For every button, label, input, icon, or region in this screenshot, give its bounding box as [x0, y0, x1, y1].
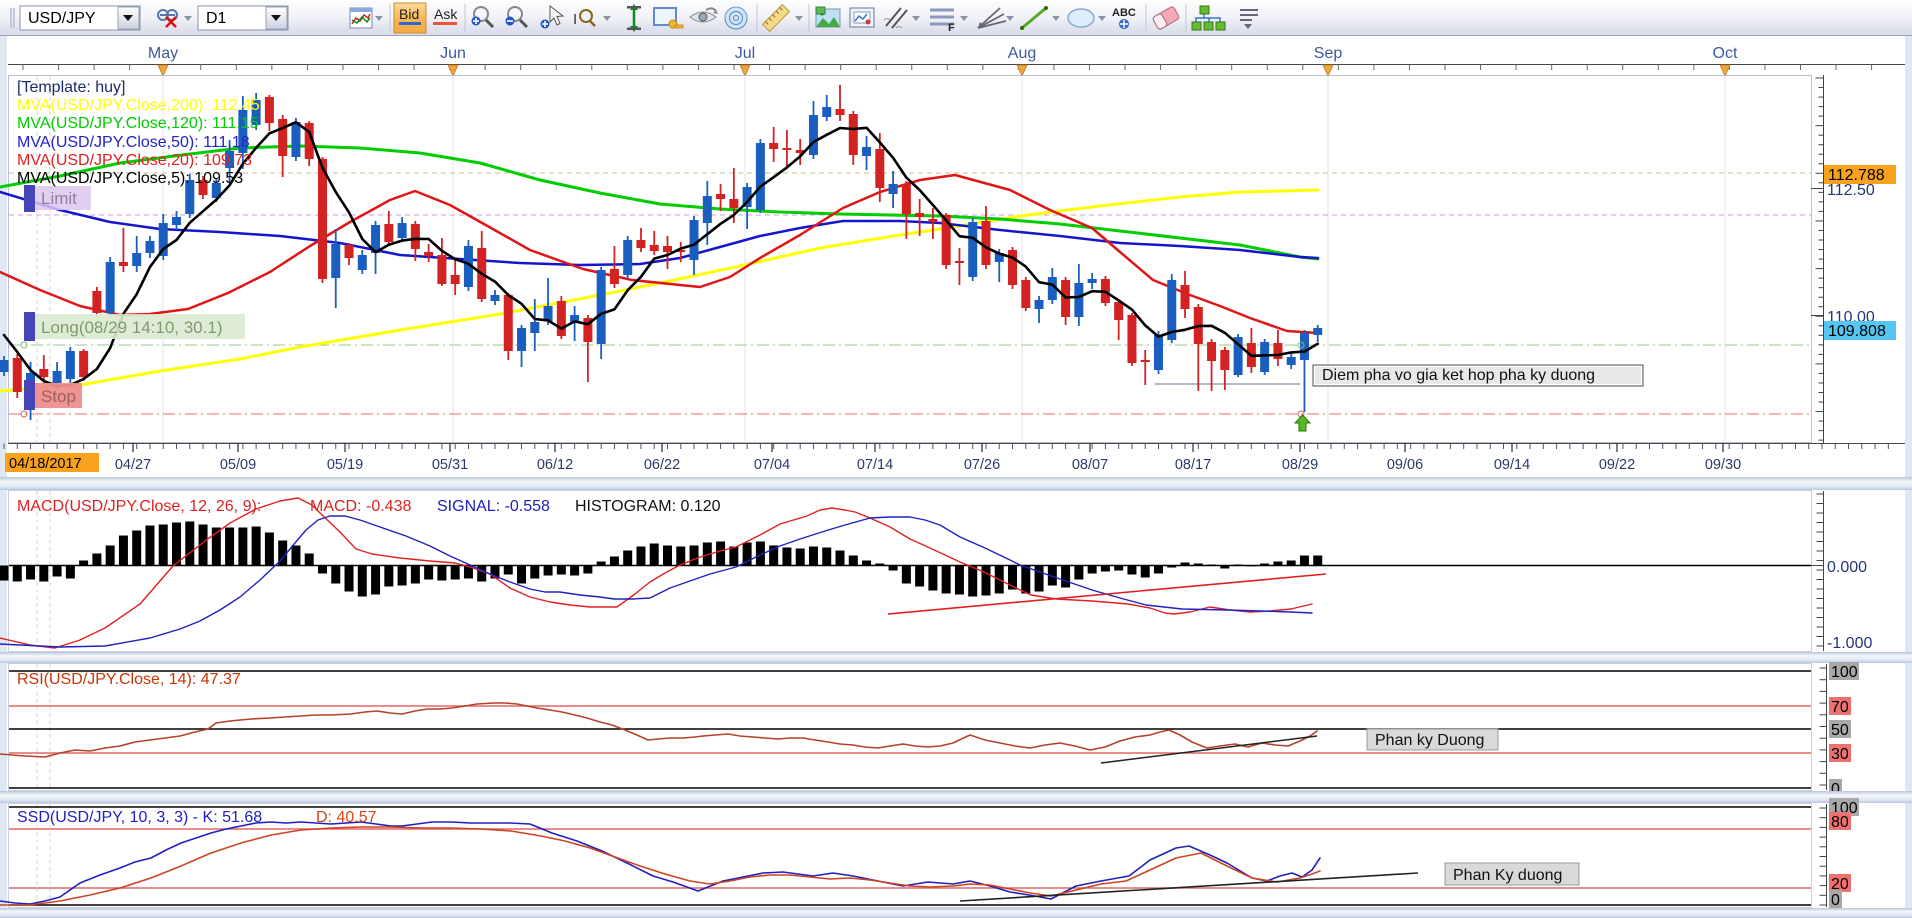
- svg-text:Aug: Aug: [1008, 45, 1036, 62]
- svg-text:0.000: 0.000: [1827, 559, 1867, 576]
- svg-text:05/19: 05/19: [327, 457, 363, 473]
- svg-text:100: 100: [1831, 664, 1858, 681]
- svg-text:09/14: 09/14: [1494, 457, 1530, 473]
- svg-text:Oct: Oct: [1713, 45, 1738, 62]
- svg-text:07/14: 07/14: [857, 457, 893, 473]
- svg-text:08/29: 08/29: [1282, 457, 1318, 473]
- svg-text:112.50: 112.50: [1827, 182, 1875, 199]
- svg-text:112.788: 112.788: [1828, 167, 1885, 184]
- svg-text:09/30: 09/30: [1705, 457, 1741, 473]
- svg-text:04/18/2017: 04/18/2017: [9, 456, 82, 472]
- svg-text:Limit: Limit: [41, 189, 77, 208]
- svg-text:07/26: 07/26: [964, 457, 1000, 473]
- svg-text:Phan ky Duong: Phan ky Duong: [1375, 732, 1484, 749]
- svg-text:MVA(USD/JPY.Close,200): 112.45: MVA(USD/JPY.Close,200): 112.45: [17, 97, 260, 114]
- svg-text:I: I: [573, 11, 577, 28]
- svg-text:05/09: 05/09: [220, 457, 256, 473]
- svg-text:RSI(USD/JPY.Close, 14): 47.37: RSI(USD/JPY.Close, 14): 47.37: [17, 671, 241, 688]
- svg-text:08/17: 08/17: [1175, 457, 1211, 473]
- svg-text:MVA(USD/JPY.Close,20): 109.73: MVA(USD/JPY.Close,20): 109.73: [17, 152, 252, 169]
- svg-text:Bid: Bid: [399, 6, 419, 22]
- svg-text:80: 80: [1831, 814, 1849, 831]
- svg-text:Ask: Ask: [434, 6, 458, 22]
- svg-text:Long(08/29 14:10, 30.1): Long(08/29 14:10, 30.1): [41, 318, 222, 337]
- svg-text:04/27: 04/27: [115, 457, 151, 473]
- svg-text:Phan Ky duong: Phan Ky duong: [1453, 867, 1562, 884]
- svg-text:07/04: 07/04: [754, 457, 790, 473]
- svg-text:D: 40.57: D: 40.57: [316, 809, 377, 826]
- svg-text:109.808: 109.808: [1828, 323, 1886, 340]
- svg-text:0: 0: [1831, 781, 1840, 798]
- svg-text:SIGNAL: -0.558: SIGNAL: -0.558: [437, 498, 550, 515]
- svg-text:09/06: 09/06: [1387, 457, 1423, 473]
- svg-text:Diem pha vo gia ket hop pha ky: Diem pha vo gia ket hop pha ky duong: [1322, 367, 1595, 384]
- svg-text:70: 70: [1831, 699, 1849, 716]
- svg-text:ABC: ABC: [1112, 7, 1136, 19]
- svg-text:USD/JPY: USD/JPY: [28, 10, 96, 27]
- svg-text:50: 50: [1831, 722, 1849, 739]
- svg-text:06/22: 06/22: [644, 457, 680, 473]
- svg-text:[Template: huy]: [Template: huy]: [17, 79, 126, 96]
- svg-text:08/07: 08/07: [1072, 457, 1108, 473]
- svg-text:05/31: 05/31: [432, 457, 468, 473]
- svg-text:MACD: -0.438: MACD: -0.438: [310, 498, 411, 515]
- svg-text:MACD(USD/JPY.Close, 12, 26, 9): MACD(USD/JPY.Close, 12, 26, 9):: [17, 498, 261, 515]
- svg-text:09/22: 09/22: [1599, 457, 1635, 473]
- svg-text:May: May: [148, 45, 178, 62]
- svg-text:HISTOGRAM: 0.120: HISTOGRAM: 0.120: [575, 498, 721, 515]
- svg-text:0: 0: [1831, 892, 1840, 909]
- svg-text:Jul: Jul: [735, 45, 755, 62]
- svg-text:Jun: Jun: [440, 45, 466, 62]
- svg-text:Stop: Stop: [41, 387, 76, 406]
- svg-text:SSD(USD/JPY, 10, 3, 3) - K: 5: SSD(USD/JPY, 10, 3, 3) - K: 51.68: [17, 809, 262, 826]
- svg-text:MVA(USD/JPY.Close,120): 111.15: MVA(USD/JPY.Close,120): 111.15: [17, 115, 259, 132]
- svg-text:Sep: Sep: [1314, 45, 1343, 62]
- svg-text:MVA(USD/JPY.Close,5): 109.53: MVA(USD/JPY.Close,5): 109.53: [17, 170, 243, 187]
- svg-text:MVA(USD/JPY.Close,50): 111.18: MVA(USD/JPY.Close,50): 111.18: [17, 134, 250, 151]
- svg-text:D1: D1: [206, 10, 227, 27]
- svg-text:30: 30: [1831, 746, 1849, 763]
- svg-text:20: 20: [1831, 876, 1849, 893]
- svg-text:06/12: 06/12: [537, 457, 573, 473]
- svg-text:F: F: [948, 22, 955, 34]
- svg-text:-1.000: -1.000: [1827, 635, 1872, 652]
